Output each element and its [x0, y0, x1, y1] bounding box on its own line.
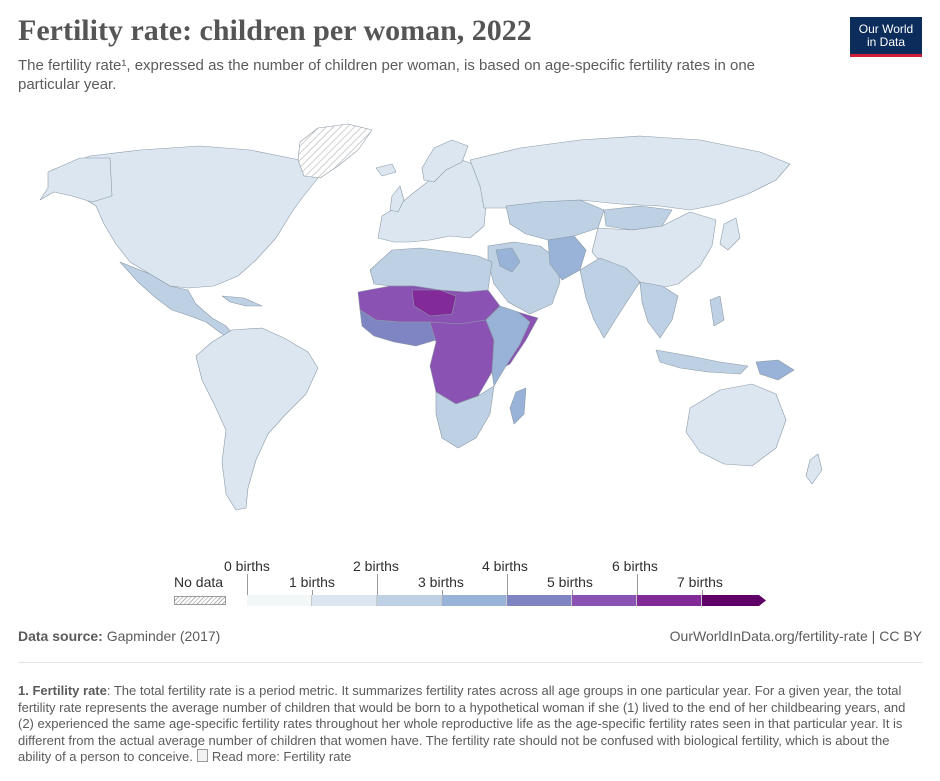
- legend-label-1: 1 births: [289, 574, 335, 590]
- region-philippines[interactable]: [709, 295, 725, 327]
- legend-tick: [572, 590, 573, 595]
- legend-label-0: 0 births: [224, 558, 270, 574]
- legend-label-7: 7 births: [677, 574, 723, 590]
- legend-tick: [312, 590, 313, 595]
- legend-bin[interactable]: [377, 595, 442, 606]
- region-australia[interactable]: [685, 383, 787, 467]
- data-source-value[interactable]: Gapminder (2017): [106, 628, 221, 644]
- legend-label-3: 3 births: [418, 574, 464, 590]
- legend-tick: [702, 590, 703, 595]
- region-central-africa[interactable]: [429, 319, 495, 405]
- region-caribbean[interactable]: [221, 295, 263, 307]
- region-scandinavia[interactable]: [421, 139, 469, 183]
- region-alaska[interactable]: [39, 157, 113, 203]
- legend-label-5: 5 births: [547, 574, 593, 590]
- legend-label-2: 2 births: [353, 558, 399, 574]
- region-greenland[interactable]: [297, 123, 373, 179]
- legend-label-4: 4 births: [482, 558, 528, 574]
- region-india[interactable]: [579, 257, 641, 339]
- data-source: Data source: Gapminder (2017): [18, 628, 220, 644]
- legend-bin[interactable]: [247, 595, 312, 606]
- legend-bin[interactable]: [702, 595, 759, 606]
- legend-bin[interactable]: [637, 595, 702, 606]
- legend-tick: [507, 574, 508, 595]
- region-southern-africa[interactable]: [435, 385, 495, 449]
- region-south-america[interactable]: [195, 327, 319, 511]
- footnote-text: : The total fertility rate is a period m…: [18, 683, 906, 764]
- footer-divider: [18, 662, 922, 663]
- footnote: 1. Fertility rate: The total fertility r…: [18, 683, 923, 766]
- region-new-zealand[interactable]: [805, 453, 823, 485]
- region-central-asia[interactable]: [505, 199, 605, 241]
- legend-tick: [442, 590, 443, 595]
- document-icon: [196, 749, 208, 762]
- region-west-africa[interactable]: [359, 309, 437, 347]
- region-papua-new-guinea[interactable]: [755, 359, 795, 381]
- legend-tick: [247, 574, 248, 595]
- region-iraq[interactable]: [495, 247, 521, 273]
- legend-arrow-icon: [759, 595, 766, 606]
- read-more-link[interactable]: Read more: Fertility rate: [211, 749, 352, 764]
- region-japan[interactable]: [719, 217, 741, 251]
- region-north-america[interactable]: [51, 145, 319, 289]
- world-map[interactable]: [0, 0, 940, 560]
- chart-title: Fertility rate: children per woman, 2022: [18, 14, 532, 47]
- legend-bin[interactable]: [312, 595, 377, 606]
- region-iceland[interactable]: [375, 163, 397, 177]
- legend-tick: [637, 574, 638, 595]
- legend-bin[interactable]: [572, 595, 637, 606]
- region-russia[interactable]: [469, 135, 791, 211]
- region-madagascar[interactable]: [509, 387, 527, 425]
- logo-line-2: in Data: [866, 35, 906, 49]
- footnote-label: 1. Fertility rate: [18, 683, 107, 698]
- legend-no-data-label: No data: [174, 574, 224, 590]
- owid-logo[interactable]: Our World in Data: [850, 17, 922, 57]
- legend-tick: [377, 574, 378, 595]
- chart-subtitle: The fertility rate¹, expressed as the nu…: [18, 57, 756, 93]
- region-southeast-asia[interactable]: [639, 281, 679, 339]
- region-indonesia[interactable]: [655, 349, 749, 375]
- legend-label-6: 6 births: [612, 558, 658, 574]
- region-north-africa[interactable]: [369, 247, 493, 293]
- region-niger[interactable]: [411, 289, 457, 317]
- legend-color-scale[interactable]: [247, 595, 767, 606]
- legend-bin[interactable]: [507, 595, 572, 606]
- region-british-isles[interactable]: [389, 185, 405, 213]
- source-url[interactable]: OurWorldInData.org/fertility-rate | CC B…: [669, 628, 922, 644]
- logo-line-1: Our World: [858, 22, 914, 36]
- legend-bin[interactable]: [442, 595, 507, 606]
- legend-no-data-swatch[interactable]: [174, 596, 226, 605]
- region-somalia[interactable]: [505, 311, 539, 367]
- data-source-label: Data source:: [18, 628, 103, 644]
